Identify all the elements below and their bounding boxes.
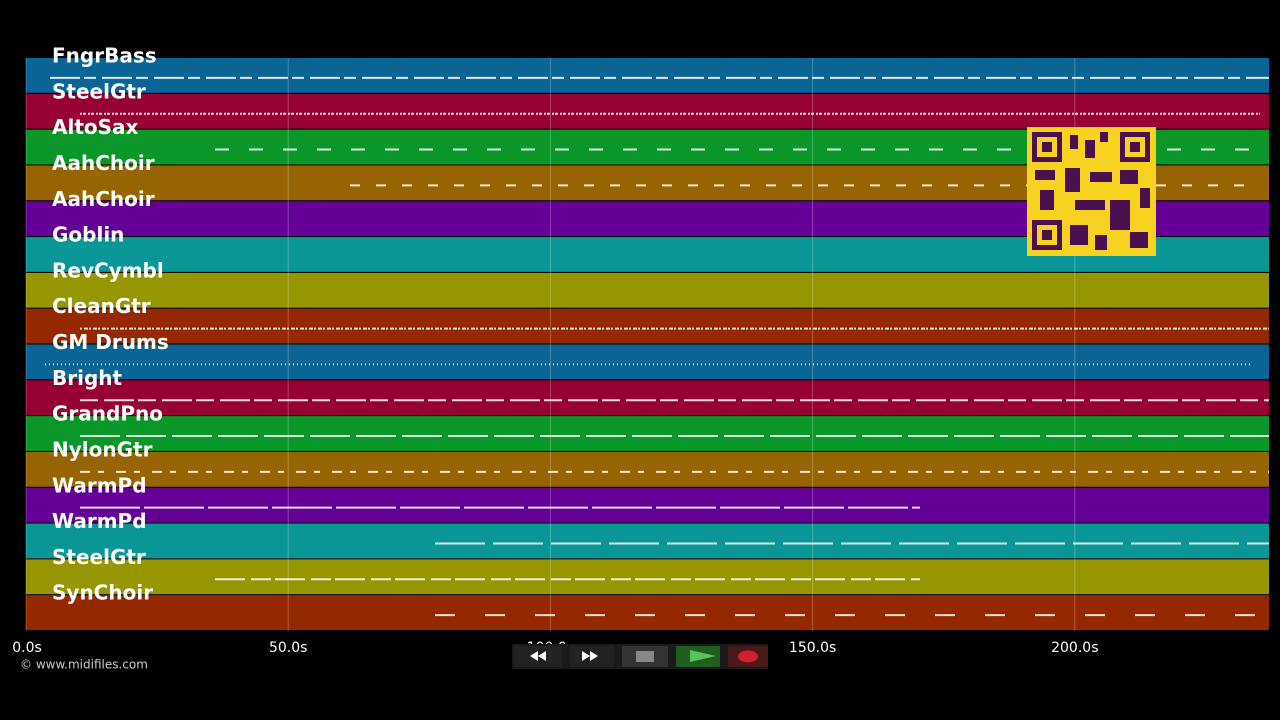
tick-label: 50.0s: [269, 640, 307, 656]
track-name: AltoSax: [52, 115, 139, 139]
forward-button[interactable]: [570, 646, 614, 667]
tick-label: 0.0s: [12, 640, 42, 656]
copyright: © www.midifiles.com: [20, 658, 148, 672]
track-labels: FngrBass SteelGtr AltoSax AahChoir AahChoir G…: [52, 44, 169, 605]
note-layer: [45, 76, 1269, 617]
track-band: [26, 487, 1269, 523]
track-band: [26, 272, 1269, 308]
track-name: GM Drums: [52, 330, 169, 354]
tick-label: 200.0s: [1051, 640, 1098, 656]
record-button[interactable]: [728, 646, 768, 667]
transport-controls: [512, 644, 768, 669]
track-band: [26, 308, 1269, 344]
track-name: SteelGtr: [52, 79, 146, 103]
track-band: [26, 58, 1269, 93]
tick-label: 150.0s: [789, 640, 836, 656]
track-band: [26, 93, 1269, 129]
track-band: [26, 344, 1269, 380]
track-name: FngrBass: [52, 44, 157, 68]
track-band: [26, 451, 1269, 487]
track-name: Bright: [52, 366, 123, 390]
track-name: WarmPd: [52, 509, 147, 533]
track-name: NylonGtr: [52, 437, 153, 461]
track-band: [26, 380, 1269, 416]
play-button[interactable]: [676, 646, 720, 667]
track-band: [26, 416, 1269, 451]
track-band: [26, 523, 1269, 559]
qr-code: [1027, 127, 1156, 256]
track-name: WarmPd: [52, 473, 147, 497]
track-name: Goblin: [52, 223, 124, 247]
track-name: RevCymbl: [52, 258, 164, 282]
track-name: SteelGtr: [52, 545, 146, 569]
track-name: AahChoir: [52, 151, 155, 175]
track-name: CleanGtr: [52, 294, 151, 318]
stop-button[interactable]: [622, 646, 668, 667]
track-band: [26, 559, 1269, 595]
track-band: [26, 595, 1269, 630]
track-name: AahChoir: [52, 187, 155, 211]
track-name: GrandPno: [52, 402, 163, 426]
rewind-button[interactable]: [514, 646, 562, 667]
track-name: SynChoir: [52, 581, 153, 605]
